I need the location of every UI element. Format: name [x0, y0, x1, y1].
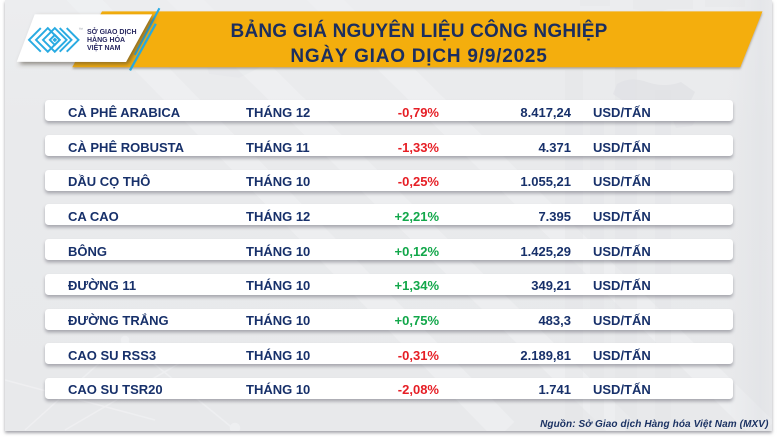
- svg-text:™: ™: [79, 27, 84, 32]
